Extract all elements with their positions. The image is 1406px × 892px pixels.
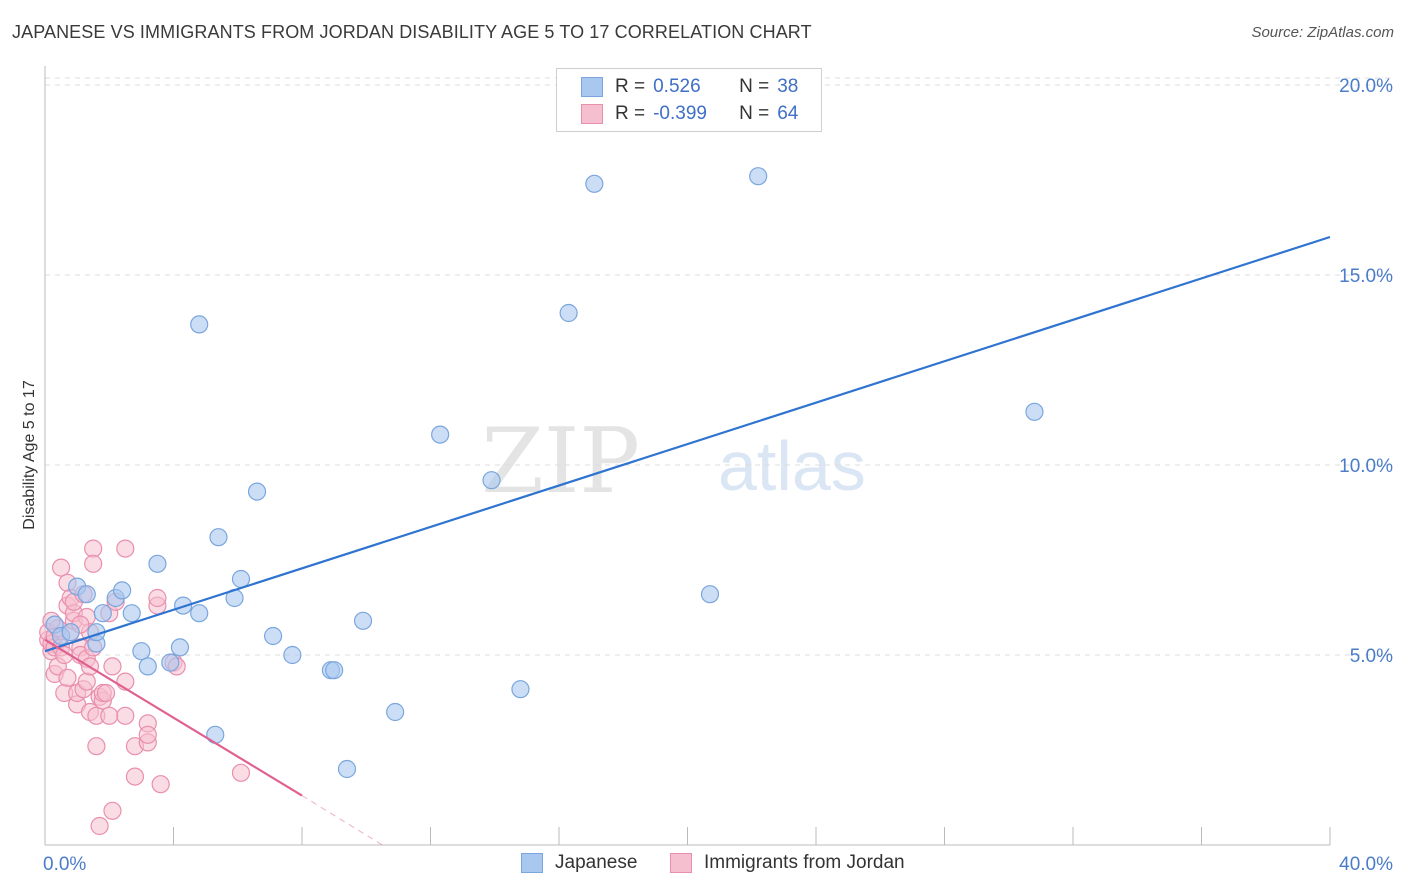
legend-label-japanese: Japanese [555,852,638,873]
trend-line-jordan [44,638,303,797]
data-point-japanese [161,653,180,672]
data-point-jordan [231,763,251,782]
watermark-zip: ZIP [481,409,640,514]
data-point-jordan [51,558,71,577]
y-tick-label: 20.0% [1339,76,1393,97]
trend-line-japanese [44,235,1331,653]
data-point-japanese [263,626,283,646]
data-point-jordan [116,539,135,558]
y-tick-label: 15.0% [1339,266,1393,287]
data-point-japanese [77,585,96,604]
source-label: Source: ZipAtlas.com [1251,24,1394,41]
data-point-japanese [148,554,167,573]
data-point-japanese [209,528,228,547]
data-point-jordan [84,539,103,558]
legend-item-jordan: Immigrants from Jordan [670,852,905,874]
watermark-atlas: atlas [718,427,866,505]
data-point-jordan [100,706,119,725]
legend-row-jordan: R = -0.399 N = 64 [581,102,798,126]
data-point-japanese [138,657,157,676]
y-tick-label: 10.0% [1339,456,1393,477]
data-point-japanese [749,167,768,186]
legend-r-value: 0.526 [653,76,701,97]
data-point-japanese [112,581,132,600]
data-point-japanese [559,303,578,323]
data-point-jordan [87,737,106,756]
x-tick-label: 40.0% [1339,854,1393,875]
data-point-jordan [103,801,122,820]
data-point-japanese [700,585,720,604]
chart-title: JAPANESE VS IMMIGRANTS FROM JORDAN DISAB… [12,22,812,42]
legend-n-value: 64 [777,103,799,124]
data-point-japanese [353,611,373,630]
y-tick-labels: 5.0% 10.0% 15.0% 20.0% [1339,76,1393,667]
watermark: ZIP atlas [481,409,866,514]
data-point-japanese [206,725,225,744]
data-point-japanese [231,569,251,589]
legend-r-label: R = [615,103,646,124]
legend-n-label: N = [739,103,770,124]
data-point-jordan [151,775,170,794]
data-point-japanese [122,604,141,623]
data-point-jordan [125,767,145,786]
data-point-jordan [77,672,96,691]
data-point-japanese [283,645,302,665]
series-japanese [45,167,1044,779]
data-point-japanese [247,482,267,501]
legend-swatch-japanese [521,853,543,873]
data-point-japanese [1025,402,1044,421]
data-point-jordan [84,554,103,573]
legend-row-japanese: R = 0.526 N = 38 [581,75,798,99]
data-point-japanese [170,638,190,657]
data-point-jordan [58,668,77,687]
legend-n-label: N = [739,76,770,97]
legend-label-jordan: Immigrants from Jordan [704,852,905,873]
y-axis-label: Disability Age 5 to 17 [21,380,38,530]
data-point-japanese [325,661,344,680]
data-point-jordan [138,725,157,744]
data-point-japanese [190,315,209,334]
legend-swatch-jordan [581,104,603,124]
trend-lines [44,235,1331,846]
correlation-legend: R = 0.526 N = 38 R = -0.399 N = 64 [556,68,822,132]
x-tick-label: 0.0% [43,854,86,875]
data-point-japanese [337,759,357,779]
data-point-japanese [132,642,151,661]
data-point-japanese [190,604,209,623]
legend-item-japanese: Japanese [521,852,637,874]
data-point-japanese [585,174,604,193]
data-point-japanese [431,425,450,444]
legend-n-value: 38 [777,76,799,97]
data-point-jordan [116,706,135,725]
legend-r-value: -0.399 [653,103,707,124]
y-tick-label: 5.0% [1350,646,1393,667]
axes [44,66,1331,846]
gridlines [45,77,1392,656]
data-point-jordan [148,588,167,608]
legend-r-label: R = [615,76,646,97]
trend-line-jordan-extension [301,795,383,846]
data-point-japanese [386,702,405,722]
data-point-japanese [61,623,80,642]
x-tick-labels: 0.0% 40.0% [43,854,1393,875]
data-point-japanese [482,471,501,490]
data-point-japanese [93,604,112,623]
data-point-japanese [511,680,530,699]
legend-swatch-japanese [581,77,603,97]
legend-swatch-jordan [670,853,692,873]
data-point-jordan [90,816,109,836]
data-point-jordan [103,657,122,676]
series-legend: Japanese Immigrants from Jordan [0,852,1406,876]
data-point-jordan [96,683,116,703]
